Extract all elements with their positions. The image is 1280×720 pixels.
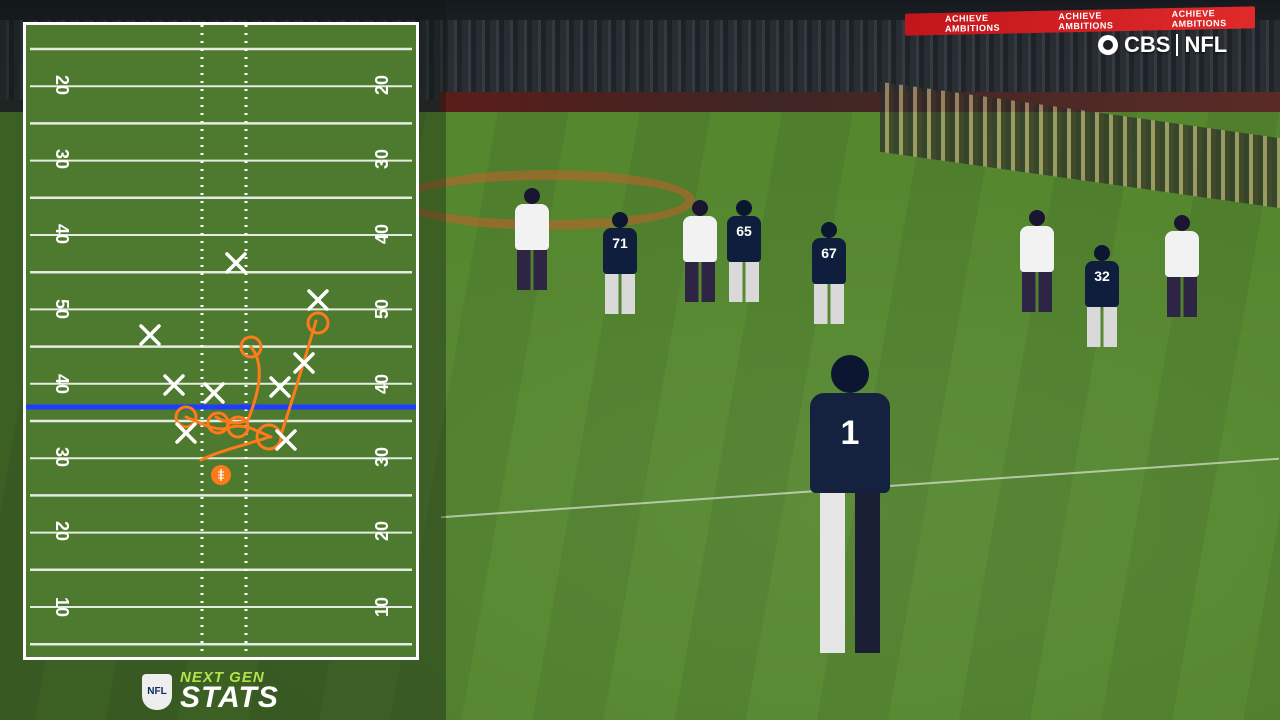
divider [1176, 34, 1179, 56]
defender-player [1020, 210, 1054, 312]
ngs-yard-number: 40 [52, 224, 72, 244]
football-icon [211, 465, 231, 485]
quarterback: 1 [800, 355, 900, 653]
offensive-lineman: 65 [727, 200, 761, 302]
league-name: NFL [1184, 32, 1228, 57]
shield-label: NFL [147, 686, 167, 697]
ngs-yard-number: 40 [372, 374, 392, 394]
ngs-yard-number: 50 [372, 299, 392, 319]
route-path [184, 415, 273, 439]
logo-bottom-text: STATS [180, 681, 279, 714]
defender-marker [139, 324, 161, 346]
defender-marker [293, 352, 315, 374]
offensive-lineman: 71 [603, 212, 637, 314]
ngs-yard-number: 20 [372, 521, 392, 541]
ngs-yard-number: 10 [372, 597, 392, 617]
ngs-yard-number: 40 [52, 374, 72, 394]
network-bug: CBS NFL [1098, 32, 1227, 58]
ngs-yard-number: 40 [372, 224, 392, 244]
ngs-yard-number: 50 [52, 299, 72, 319]
ngs-yard-number: 20 [372, 75, 392, 95]
ribbon-text: ACHIEVE AMBITIONS [1058, 10, 1114, 32]
route-endpoint [239, 335, 263, 359]
ribbon-text: ACHIEVE AMBITIONS [945, 12, 1000, 34]
network-name: CBS [1124, 32, 1171, 57]
route-endpoint [306, 311, 330, 335]
ngs-yard-number: 30 [372, 447, 392, 467]
defender-marker [307, 289, 329, 311]
logo-top-text: NEXT GEN [180, 669, 265, 686]
ngs-yard-number: 30 [52, 149, 72, 169]
next-gen-stats-logo: NFL NEXT GEN STATS [142, 670, 279, 713]
ngs-yard-number: 20 [52, 521, 72, 541]
nfl-shield-icon: NFL [142, 673, 172, 710]
defender-marker [175, 422, 197, 444]
ngs-yard-number: 30 [372, 149, 392, 169]
defender-player [683, 200, 717, 302]
defender-marker [225, 252, 247, 274]
defender-marker [163, 374, 185, 396]
route-path [214, 345, 261, 425]
ngs-yard-number: 10 [52, 597, 72, 617]
route-path [199, 435, 271, 462]
stadium-wall [440, 92, 1280, 114]
defender-player [1165, 215, 1199, 317]
defender-marker [275, 429, 297, 451]
defender-player [515, 188, 549, 290]
ngs-field-svg: 20 30 40 50 40 30 20 10 20 30 40 50 40 30 20 10 [26, 25, 416, 657]
ngs-yard-number: 30 [52, 447, 72, 467]
running-back: 32 [1085, 245, 1119, 347]
defender-marker [203, 382, 225, 404]
ribbon-text: ACHIEVE AMBITIONS [1171, 8, 1227, 30]
ngs-yard-number: 20 [52, 75, 72, 95]
cbs-eye-icon [1098, 35, 1118, 55]
defender-marker [269, 376, 291, 398]
ngs-field-bg [26, 25, 416, 657]
route-endpoint [174, 405, 198, 429]
ngs-field-diagram: 20 30 40 50 40 30 20 10 20 30 40 50 40 30 20 10 [23, 22, 419, 660]
route-endpoint [226, 415, 250, 439]
offensive-lineman: 67 [812, 222, 846, 324]
